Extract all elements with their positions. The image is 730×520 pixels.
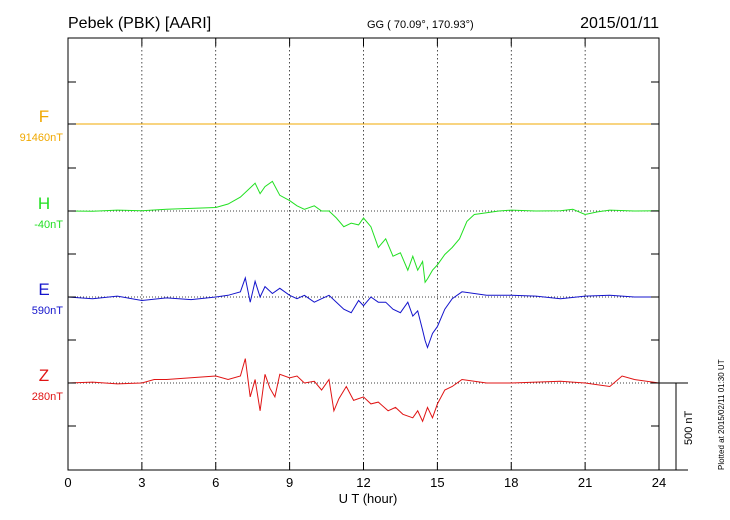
channel-name-Z: Z — [39, 366, 49, 385]
channel-name-E: E — [38, 280, 49, 299]
scale-bar-label: 500 nT — [683, 410, 695, 445]
tick-label-x-6: 6 — [212, 475, 219, 490]
channel-name-H: H — [38, 194, 50, 213]
channel-baseline-Z: 280nT — [32, 391, 63, 403]
x-axis-label: U T (hour) — [339, 491, 398, 506]
coordinates-label: GG ( 70.09°, 170.93°) — [367, 19, 474, 31]
tick-label-x-12: 12 — [356, 475, 370, 490]
series-line-E — [67, 276, 659, 350]
tick-label-x-18: 18 — [504, 475, 518, 490]
scale-bar: 500 nT — [659, 382, 695, 471]
series-line-H — [67, 180, 660, 284]
date-label: 2015/01/11 — [580, 15, 659, 32]
vertical-gridlines — [141, 38, 586, 470]
series-line-Z — [67, 358, 660, 423]
series-lines — [67, 123, 660, 423]
tick-label-x-3: 3 — [138, 475, 145, 490]
tick-label-x-15: 15 — [430, 475, 444, 490]
plotted-timestamp: Plotted at 2015/02/11 01:30 UT — [717, 359, 726, 470]
station-title: Pebek (PBK) [AARI] — [68, 15, 211, 32]
x-axis-ticks: 0 3 6 9 12 15 18 21 24 — [64, 38, 666, 490]
tick-label-x-24: 24 — [652, 475, 666, 490]
tick-label-x-0: 0 — [64, 475, 71, 490]
channel-name-F: F — [39, 107, 49, 126]
channel-baseline-F: 91460nT — [20, 132, 64, 144]
tick-label-x-9: 9 — [286, 475, 293, 490]
channel-baseline-E: 590nT — [32, 305, 63, 317]
channel-labels: F 91460nT H -40nT E 590nT Z 280nT — [20, 107, 64, 403]
tick-label-x-21: 21 — [578, 475, 592, 490]
channel-baseline-H: -40nT — [34, 219, 63, 231]
